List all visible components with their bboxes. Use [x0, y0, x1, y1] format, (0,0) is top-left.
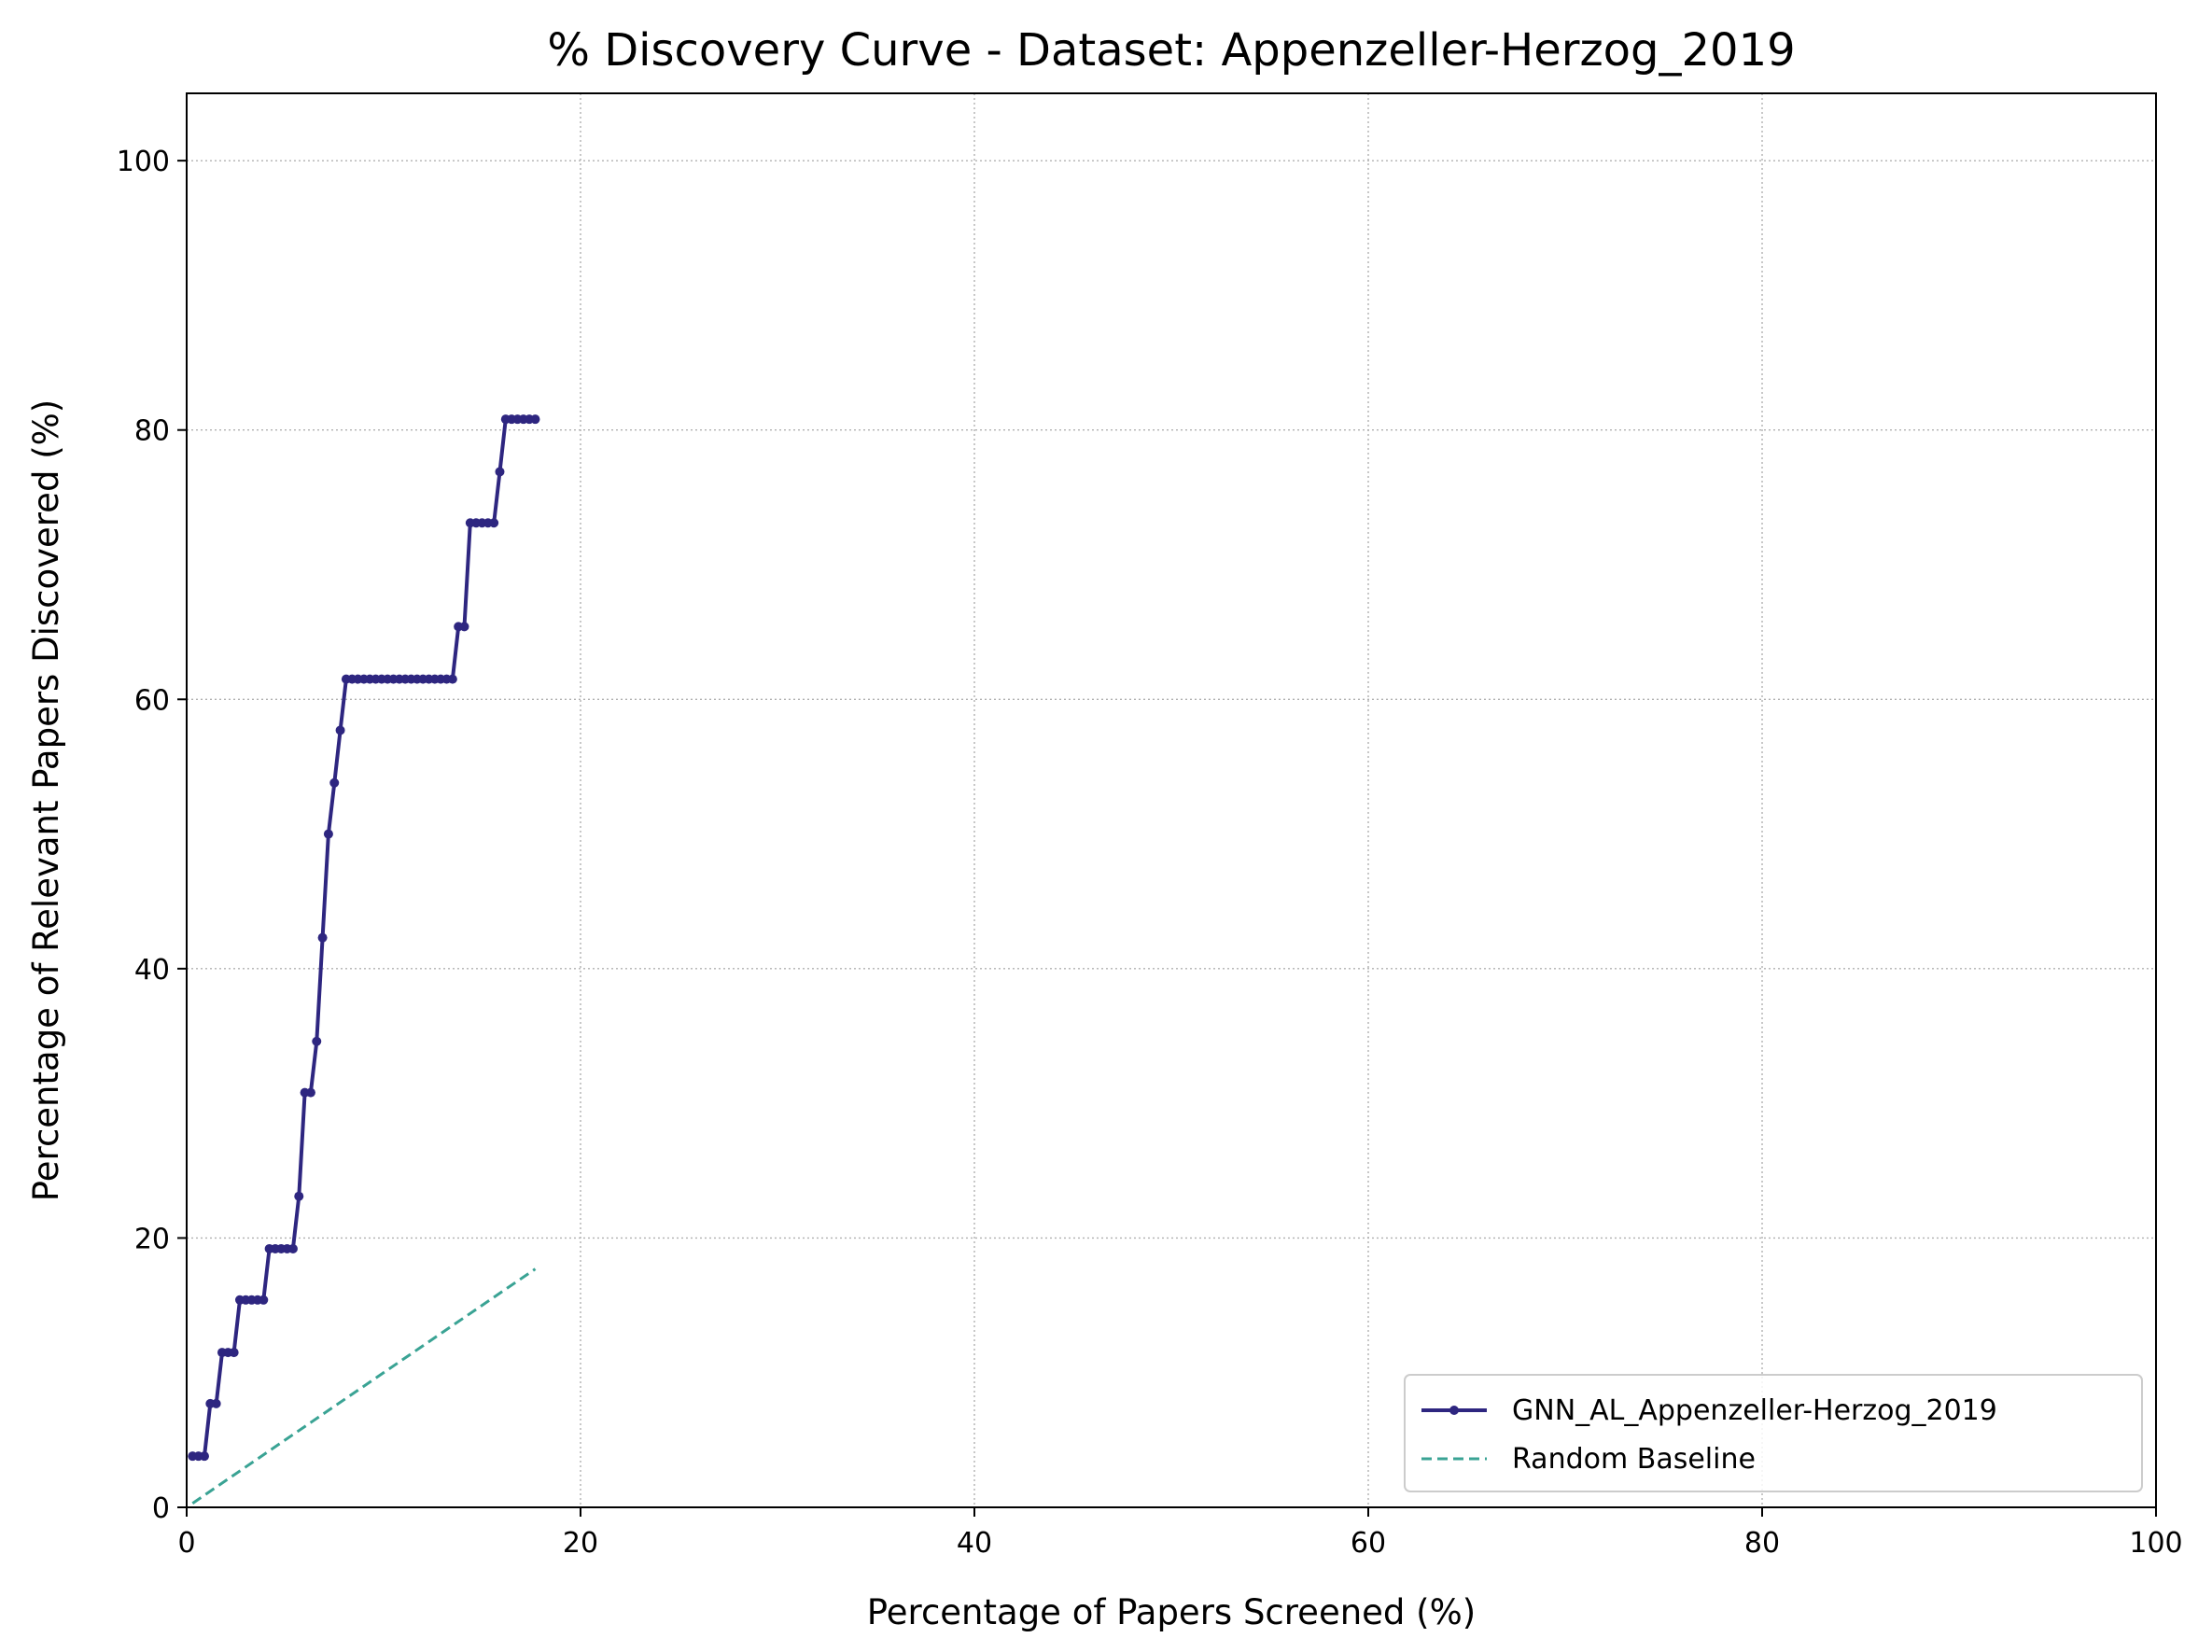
- data-point: [489, 518, 499, 528]
- data-point: [312, 1036, 322, 1046]
- chart-title: % Discovery Curve - Dataset: Appenzeller…: [547, 24, 1795, 77]
- legend-swatch-gnn-marker: [1449, 1406, 1459, 1415]
- x-tick-label: 60: [1351, 1527, 1386, 1560]
- data-point: [495, 467, 505, 477]
- data-point: [459, 622, 469, 632]
- data-point: [229, 1348, 239, 1358]
- y-tick-label: 60: [134, 684, 170, 717]
- plot-frame: [186, 92, 2157, 1508]
- data-point: [317, 932, 328, 943]
- x-tick-label: 100: [2129, 1527, 2182, 1560]
- y-axis-label: Percentage of Relevant Papers Discovered…: [26, 399, 66, 1201]
- x-tick-label: 40: [957, 1527, 992, 1560]
- data-point: [211, 1398, 221, 1408]
- data-point: [335, 725, 345, 735]
- data-point: [294, 1191, 304, 1201]
- x-tick-label: 20: [563, 1527, 598, 1560]
- data-point: [287, 1243, 298, 1253]
- y-tick-label: 100: [117, 146, 170, 178]
- data-point: [323, 829, 333, 839]
- y-tick-label: 40: [134, 954, 170, 987]
- data-point: [530, 414, 540, 425]
- legend-entry-gnn: GNN_AL_Appenzeller-Herzog_2019: [1512, 1394, 1997, 1427]
- data-point: [305, 1087, 315, 1098]
- y-tick-label: 0: [152, 1492, 170, 1525]
- x-axis-label: Percentage of Papers Screened (%): [867, 1592, 1476, 1632]
- legend: GNN_AL_Appenzeller-Herzog_2019 Random Ba…: [1404, 1374, 2143, 1492]
- y-axis-ticks: 0 20 40 60 80 100: [117, 146, 187, 1525]
- data-point: [259, 1295, 269, 1305]
- y-tick-label: 80: [134, 415, 170, 448]
- legend-box: [1404, 1374, 2143, 1492]
- x-tick-label: 0: [177, 1527, 195, 1560]
- legend-entry-random-baseline: Random Baseline: [1512, 1443, 1756, 1476]
- x-axis-ticks: 0 20 40 60 80 100: [177, 1507, 2183, 1560]
- x-tick-label: 80: [1744, 1527, 1780, 1560]
- data-point: [199, 1451, 209, 1462]
- series-layer: [188, 414, 540, 1505]
- data-point: [329, 777, 340, 788]
- data-point: [447, 674, 457, 684]
- y-tick-label: 20: [134, 1223, 170, 1255]
- series-line-1: [191, 1267, 537, 1505]
